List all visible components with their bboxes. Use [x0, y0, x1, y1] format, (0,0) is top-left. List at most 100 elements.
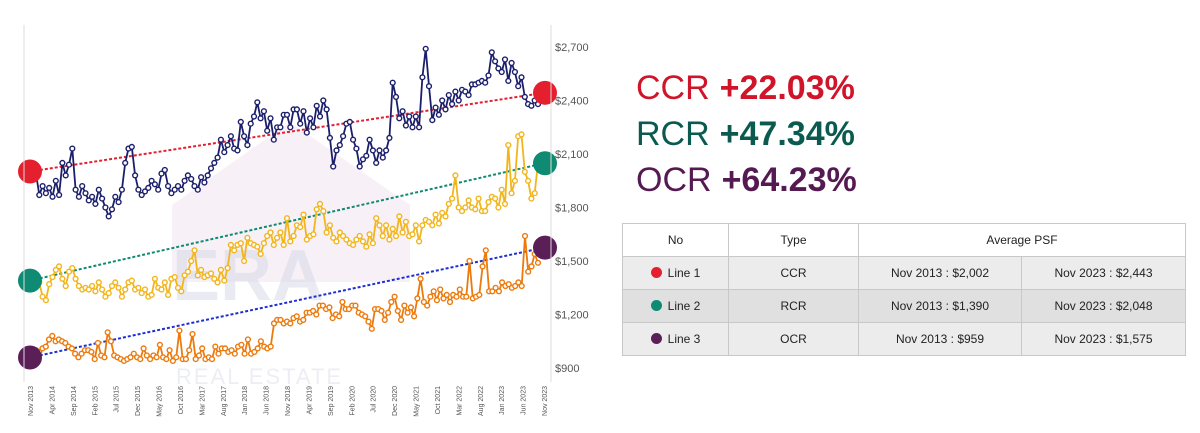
data-point [300, 316, 307, 324]
data-point [198, 174, 205, 181]
data-point [118, 186, 126, 193]
data-point [498, 68, 505, 76]
data-point [204, 172, 211, 179]
data-point [214, 279, 221, 286]
table-row: Line 1 CCR Nov 2013 : $2,002 Nov 2023 : … [622, 256, 1186, 290]
data-point [485, 72, 492, 79]
x-tick-label: Oct 2021 [435, 386, 442, 415]
data-point [446, 298, 454, 306]
x-tick-label: May 2016 [157, 386, 164, 417]
x-tick-label: May 2021 [414, 386, 421, 417]
data-point [293, 313, 300, 320]
data-point [75, 193, 83, 200]
x-tick-label: Dec 2020 [392, 386, 399, 416]
data-point [82, 190, 89, 197]
data-point [182, 356, 190, 363]
data-point [512, 282, 519, 290]
data-point [267, 229, 274, 236]
data-point [359, 156, 367, 163]
data-point [267, 343, 274, 350]
data-point [287, 238, 294, 245]
data-point [46, 281, 53, 288]
data-point [217, 266, 225, 274]
data-point [283, 111, 291, 118]
data-point [492, 58, 499, 65]
data-point [326, 134, 334, 142]
data-point [534, 259, 542, 266]
data-point [515, 83, 522, 90]
data-point [369, 240, 377, 247]
data-point [521, 93, 528, 101]
data-point [310, 124, 317, 131]
data-point [528, 263, 535, 270]
data-point [501, 56, 509, 63]
data-point [475, 195, 482, 202]
data-point [171, 274, 178, 281]
data-point [316, 113, 324, 120]
data-point [396, 115, 403, 122]
series-lines [32, 45, 542, 365]
stat-ccr-value: +22.03% [719, 69, 855, 107]
data-point [303, 236, 310, 243]
data-point [115, 284, 122, 291]
data-point [427, 293, 434, 300]
data-point [297, 120, 304, 127]
data-point [201, 179, 208, 186]
data-point [85, 286, 92, 293]
row-line-cell: Line 1 [622, 256, 729, 290]
data-point [430, 288, 437, 295]
data-point [386, 236, 393, 243]
data-point [251, 348, 258, 356]
x-tick-label: Dec 2015 [135, 386, 142, 416]
data-point [184, 172, 192, 179]
data-point [442, 213, 449, 220]
data-point [287, 124, 294, 131]
data-point [389, 79, 396, 86]
y-tick-label: $1,500 [555, 256, 589, 268]
row-type: OCR [728, 322, 859, 356]
data-point [148, 177, 155, 184]
data-point [381, 316, 388, 324]
data-point [336, 313, 343, 320]
data-point [264, 127, 271, 134]
data-point [189, 331, 196, 338]
data-point [45, 336, 53, 343]
data-point [445, 200, 452, 208]
axes: $2,700 $2,400 $2,100 $1,800 $1,500 $1,200 $900… [23, 25, 589, 417]
data-point [108, 282, 116, 290]
x-tick-label: Nov 2013 [28, 386, 35, 416]
data-point [406, 113, 413, 120]
data-point [385, 309, 392, 316]
data-point [128, 277, 135, 284]
data-point [528, 102, 535, 109]
data-point [274, 234, 281, 241]
data-point [340, 232, 347, 240]
data-point [465, 197, 472, 204]
data-point [411, 313, 418, 320]
row-line-cell: Line 2 [622, 289, 729, 323]
data-point [257, 250, 264, 258]
data-point [199, 345, 206, 352]
data-point [505, 142, 512, 149]
row-end-psf: Nov 2023 : $1,575 [1021, 322, 1186, 356]
data-point [531, 190, 538, 197]
data-point [435, 220, 443, 227]
y-tick-label: $2,400 [555, 96, 589, 108]
stat-ccr: CCR +22.03% [636, 68, 855, 108]
x-tick-label: Apr 2019 [306, 386, 313, 415]
data-point [433, 297, 441, 304]
data-point [476, 291, 483, 299]
data-point [425, 218, 433, 225]
data-point [254, 243, 261, 250]
data-point [165, 291, 172, 299]
line-label: Line 3 [667, 332, 701, 346]
stat-ocr-label: OCR [636, 161, 712, 199]
data-point [518, 74, 525, 81]
data-point [492, 195, 499, 202]
data-point [155, 186, 162, 193]
data-point [417, 275, 424, 282]
data-point [346, 118, 353, 126]
header-type: Type [728, 223, 859, 257]
chart-panel: ERA REAL ESTATE $2,700 $2,400 $2,100 $1,800 $… [18, 25, 589, 417]
data-point [130, 350, 137, 357]
